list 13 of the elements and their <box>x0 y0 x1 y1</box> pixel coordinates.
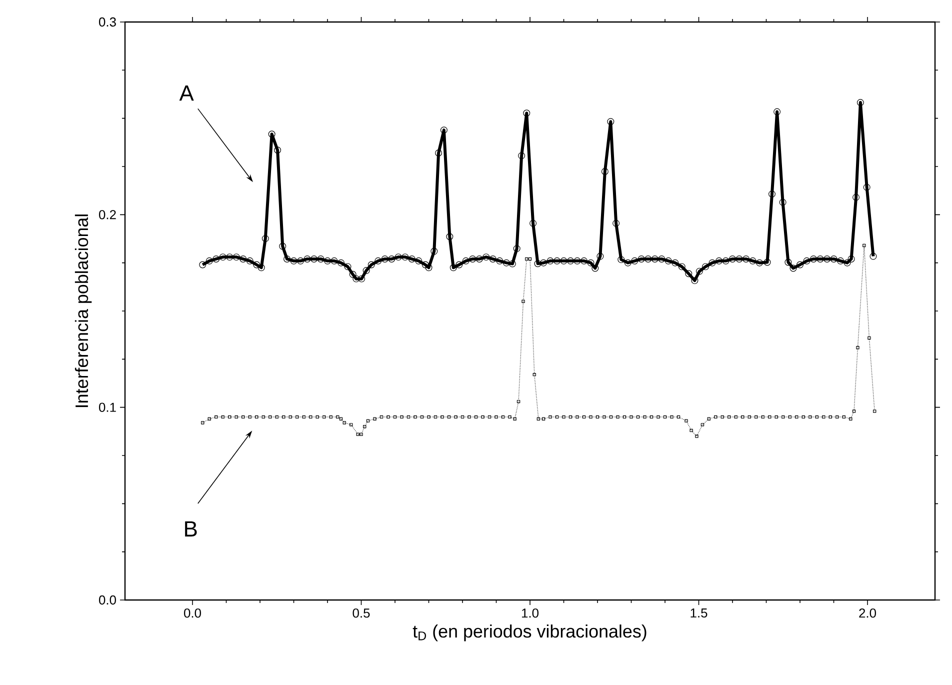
y-tick-label: 0.2 <box>98 210 116 220</box>
annotation: A <box>179 86 194 101</box>
x-tick-label: 1.0 <box>522 608 539 618</box>
annotation: B <box>185 521 197 536</box>
x-tick-label: 2.0 <box>859 608 876 618</box>
y-tick-label: 0.1 <box>98 402 116 412</box>
x-tick-label: 1.5 <box>690 608 708 618</box>
x-axis-title: t$_{D}$ (en periodos vibracionales) <box>412 624 646 642</box>
x-tick-label: 0.5 <box>352 608 370 618</box>
y-tick-label: 0.3 <box>98 17 116 27</box>
y-axis-title: Interferencia poblacional <box>74 214 92 408</box>
x-tick-label: 0.0 <box>184 608 202 618</box>
y-tick-label: 0.0 <box>98 595 116 605</box>
